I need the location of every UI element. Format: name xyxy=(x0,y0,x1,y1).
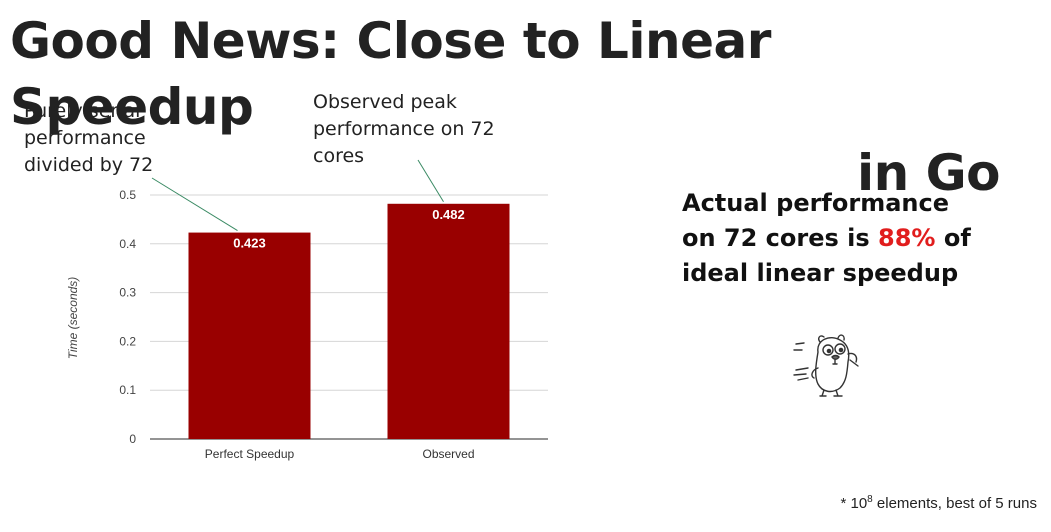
y-tick-label: 0.3 xyxy=(119,286,136,300)
footnote-prefix: * 10 xyxy=(840,495,868,512)
footnote-exponent: 8 xyxy=(867,494,873,505)
callout-left-line: Purely serial xyxy=(24,100,141,122)
data-label: 0.482 xyxy=(432,207,465,222)
title-line-1: Good News: Close to Linear Speedup xyxy=(10,12,771,136)
y-axis-label: Time (seconds) xyxy=(66,277,80,360)
x-axis-labels: Perfect Speedup Observed xyxy=(205,447,475,461)
summary-line-2-post: of xyxy=(935,224,971,252)
callout-left-line: divided by 72 xyxy=(24,154,154,176)
serial-performance-callout: Purely serial performance divided by 72 xyxy=(24,98,194,179)
performance-summary: Actual performance on 72 cores is 88% of… xyxy=(682,186,1022,291)
efficiency-highlight: 88% xyxy=(878,224,936,252)
page-title: Good News: Close to Linear Speedup in Go xyxy=(10,8,1001,206)
data-label: 0.423 xyxy=(233,236,266,251)
title-line-2: in Go xyxy=(856,144,1001,202)
y-tick-label: 0.2 xyxy=(119,334,136,348)
bar xyxy=(387,203,510,439)
callout-leader-line-left xyxy=(151,177,238,232)
callout-left-line: performance xyxy=(24,127,146,149)
x-tick-label: Observed xyxy=(422,447,474,461)
y-tick-label: 0.1 xyxy=(119,383,136,397)
x-tick-label: Perfect Speedup xyxy=(205,447,295,461)
y-tick-label: 0 xyxy=(129,432,136,446)
y-tick-label: 0.5 xyxy=(119,188,136,202)
callout-leader-line-right xyxy=(417,159,444,203)
summary-line-1: Actual performance xyxy=(682,189,949,217)
summary-line-3: ideal linear speedup xyxy=(682,259,959,287)
go-gopher-icon xyxy=(793,334,859,397)
y-axis-ticks: 0 0.1 0.2 0.3 0.4 0.5 xyxy=(119,188,136,446)
bar xyxy=(188,232,311,439)
summary-line-2: on 72 cores is 88% of xyxy=(682,221,1022,256)
callout-right-line: performance on 72 xyxy=(313,118,495,140)
callout-right-line: cores xyxy=(313,145,365,167)
callout-right-line: Observed peak xyxy=(313,91,457,113)
footnote-suffix: elements, best of 5 runs xyxy=(872,495,1037,512)
observed-peak-callout: Observed peak performance on 72 cores xyxy=(313,89,543,170)
summary-line-2-pre: on 72 cores is xyxy=(682,224,879,252)
chart-bars: 0.423 0.482 xyxy=(188,203,510,439)
y-tick-label: 0.4 xyxy=(119,237,136,251)
footnote: * 108 elements, best of 5 runs xyxy=(840,494,1037,512)
